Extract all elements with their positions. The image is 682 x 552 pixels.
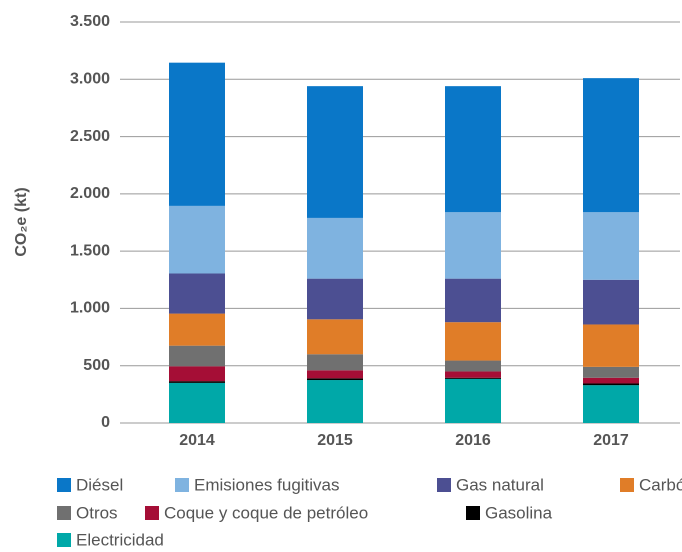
legend-swatch xyxy=(620,478,634,492)
y-tick-label: 0 xyxy=(101,414,110,431)
bar-segment xyxy=(583,212,639,280)
bar-segment xyxy=(445,377,501,379)
bar-segment xyxy=(169,313,225,346)
bar-segment xyxy=(169,382,225,423)
x-tick-label: 2015 xyxy=(317,432,353,449)
bar-segment xyxy=(169,205,225,274)
legend-label: Otros xyxy=(76,503,118,522)
y-tick-label: 500 xyxy=(83,357,110,374)
bar-segment xyxy=(445,378,501,423)
y-tick-label: 2.000 xyxy=(70,185,110,202)
x-tick-label: 2014 xyxy=(179,432,215,449)
legend-label: Electricidad xyxy=(76,530,164,549)
bar-segment xyxy=(307,86,363,218)
bar-segment xyxy=(583,383,639,386)
bar-segment xyxy=(307,278,363,320)
legend-label: Carbón xyxy=(639,475,682,494)
legend-swatch xyxy=(437,478,451,492)
legend-swatch xyxy=(145,506,159,520)
y-tick-label: 1.000 xyxy=(70,300,110,317)
bar-segment xyxy=(307,354,363,371)
bar-segment xyxy=(169,381,225,383)
bar-segment xyxy=(169,62,225,206)
bar-segment xyxy=(307,378,363,381)
y-tick-label: 3.000 xyxy=(70,71,110,88)
bar-segment xyxy=(583,324,639,367)
legend-label: Gasolina xyxy=(485,503,553,522)
bar-segment xyxy=(445,212,501,279)
bar-segment xyxy=(583,366,639,378)
x-tick-label: 2016 xyxy=(455,432,491,449)
bar-segment xyxy=(583,279,639,325)
bar-segment xyxy=(307,380,363,423)
legend-label: Emisiones fugitivas xyxy=(194,475,340,494)
x-tick-label: 2017 xyxy=(593,432,629,449)
bar-segment xyxy=(445,278,501,323)
legend-swatch xyxy=(175,478,189,492)
bar-segment xyxy=(307,370,363,379)
bar-segment xyxy=(583,377,639,384)
bar-segment xyxy=(307,217,363,279)
bar-segment xyxy=(445,322,501,361)
legend-label: Diésel xyxy=(76,475,123,494)
legend-swatch xyxy=(57,478,71,492)
bar-segment xyxy=(169,345,225,367)
bar-segment xyxy=(583,385,639,423)
legend-swatch xyxy=(57,506,71,520)
y-tick-label: 2.500 xyxy=(70,128,110,145)
legend-label: Gas natural xyxy=(456,475,544,494)
bar-segment xyxy=(445,371,501,378)
bar-segment xyxy=(169,273,225,314)
bar-segment xyxy=(445,86,501,213)
legend-label: Coque y coque de petróleo xyxy=(164,503,368,522)
legend-swatch xyxy=(466,506,480,520)
y-tick-label: 3.500 xyxy=(70,13,110,30)
legend-swatch xyxy=(57,533,71,547)
bar-segment xyxy=(445,360,501,372)
y-tick-label: 1.500 xyxy=(70,242,110,259)
y-axis-label: CO₂e (kt) xyxy=(13,187,30,256)
bar-segment xyxy=(169,366,225,382)
bar-segment xyxy=(583,78,639,213)
bar-segment xyxy=(307,319,363,355)
